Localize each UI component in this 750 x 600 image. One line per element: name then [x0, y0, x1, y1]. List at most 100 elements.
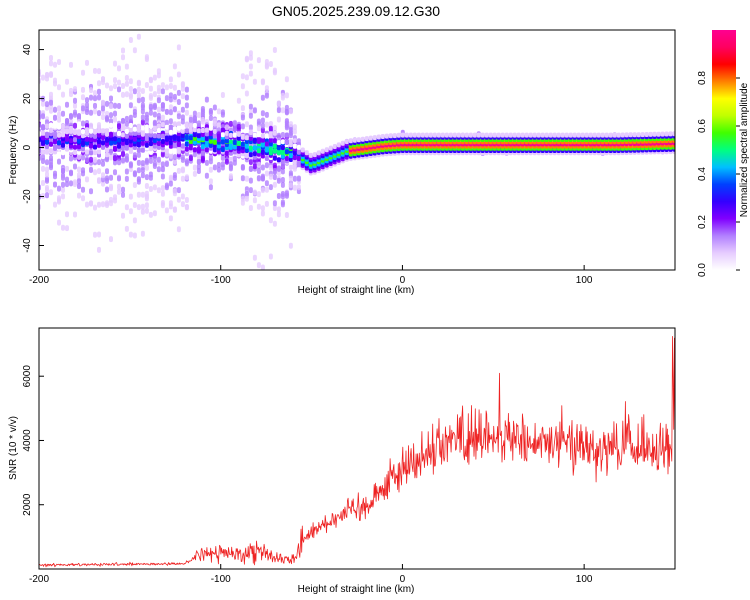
spectrogram-cell: [148, 149, 153, 155]
spectrogram-cell: [109, 148, 113, 154]
spectrogram-cell: [168, 180, 173, 187]
spectrogram-cell: [552, 132, 557, 138]
spectrogram-cell: [596, 132, 601, 138]
spectrogram-cell: [121, 151, 125, 158]
spectrogram-cell: [89, 94, 93, 101]
spectrogram-cell: [124, 120, 129, 127]
spectrogram-cell: [532, 132, 537, 138]
spectrogram-cell: [132, 47, 137, 54]
spectrogram-cell: [61, 110, 65, 117]
spectrogram-cell: [172, 206, 177, 213]
spectrogram-cell: [248, 63, 253, 70]
spectrogram-cell: [156, 156, 161, 163]
spectrogram-cell: [85, 140, 89, 146]
spectrogram-cell: [620, 132, 625, 138]
spectrogram-cell: [61, 127, 65, 133]
spectrogram-cell: [180, 133, 185, 139]
spectrogram-cell: [276, 107, 281, 114]
spectrogram-cell: [184, 204, 189, 211]
spectrogram-cell: [45, 176, 49, 183]
spectrogram-cell: [144, 207, 149, 214]
spectrogram-cell: [188, 116, 193, 123]
spectrogram-cell: [484, 132, 489, 138]
spectrogram-cell: [77, 192, 81, 199]
spectrogram-cell: [196, 128, 201, 134]
spectrogram-cell: [220, 139, 225, 145]
spectrogram-cell: [316, 150, 321, 156]
spectrogram-cell: [192, 136, 197, 141]
spectrogram-cell: [264, 92, 269, 99]
spectrogram-cell: [109, 85, 113, 92]
snr-y-label: SNR (10 * v/v): [8, 416, 19, 480]
spectrogram-cell: [652, 131, 657, 137]
spectrogram-cell: [117, 86, 121, 93]
spectrogram-cell: [117, 103, 121, 109]
spectrogram-cell: [216, 127, 221, 133]
spectrogram-cell: [85, 149, 89, 155]
spectrogram-cell: [260, 94, 265, 101]
spectrogram-cell: [280, 149, 285, 155]
spectrogram-cell: [388, 133, 393, 139]
spectrogram-cell: [69, 180, 73, 187]
spectrogram-cell: [105, 168, 109, 175]
spectrogram-cell: [81, 133, 85, 139]
spectrogram-cell: [121, 140, 125, 146]
spectrogram-cell: [132, 217, 137, 224]
spectrogram-cell: [312, 152, 317, 158]
spectrogram-cell: [384, 133, 389, 139]
spectrogram-cell: [180, 156, 185, 163]
spectrogram-cell: [144, 136, 149, 142]
spectrogram-cell: [264, 62, 269, 69]
spectrogram-cell: [172, 93, 177, 100]
spectrogram-cell: [89, 137, 93, 143]
spectrogram-cell: [97, 159, 101, 166]
spectrogram-cell: [292, 184, 297, 191]
spectrogram-cell: [121, 123, 125, 129]
spectrogram-cell: [224, 138, 229, 144]
spectrogram-cell: [268, 253, 273, 260]
x-tick-label: -100: [211, 574, 231, 585]
spectrogram-cell: [148, 109, 153, 116]
spectrogram-cell: [412, 132, 417, 138]
spectrogram-cell: [93, 156, 97, 163]
spectrogram-cell: [180, 106, 185, 113]
spectrogram-cell: [280, 162, 285, 169]
spectrogram-cell: [416, 132, 421, 138]
spectrogram-cell: [248, 145, 253, 151]
spectrogram-cell: [172, 174, 177, 181]
spectrogram-cell: [208, 125, 213, 131]
spectrogram-cell: [252, 138, 257, 144]
spectrogram-cell: [220, 147, 225, 153]
spectrogram-cell: [81, 186, 85, 193]
spectrogram-cell: [580, 132, 585, 138]
spectrogram-cell: [192, 132, 197, 138]
spectrogram-cell: [240, 175, 245, 182]
spectrogram-cell: [260, 187, 265, 194]
spectrogram-cell: [288, 157, 293, 162]
spectrogram-cell: [152, 210, 157, 217]
spectrogram-cell: [53, 77, 57, 84]
spectrogram-cell: [244, 135, 249, 141]
spectrogram-cell: [240, 73, 245, 80]
x-tick-label: -200: [29, 275, 49, 286]
spectrogram-cell: [144, 128, 149, 134]
spectrogram-cell: [85, 97, 89, 104]
spectrogram-cell: [184, 197, 189, 203]
spectrogram-cell: [204, 142, 209, 148]
spectrogram-cell: [220, 154, 225, 161]
spectrogram-cell: [284, 149, 289, 155]
spectrogram-cell: [140, 130, 145, 136]
spectrogram-cell: [144, 164, 149, 171]
spectrogram-cell: [160, 133, 165, 139]
spectrogram-cell: [61, 123, 65, 129]
spectrogram-cell: [121, 191, 125, 198]
spectrogram-cell: [632, 132, 637, 138]
spectrogram-cell: [212, 147, 217, 153]
spectrogram-cell: [196, 158, 201, 165]
spectrogram-cell: [188, 127, 193, 133]
spectrogram-cell: [124, 63, 129, 70]
spectrogram-cell: [101, 128, 105, 134]
spectrogram-cell: [288, 108, 293, 115]
spectrogram-cell: [121, 54, 125, 61]
